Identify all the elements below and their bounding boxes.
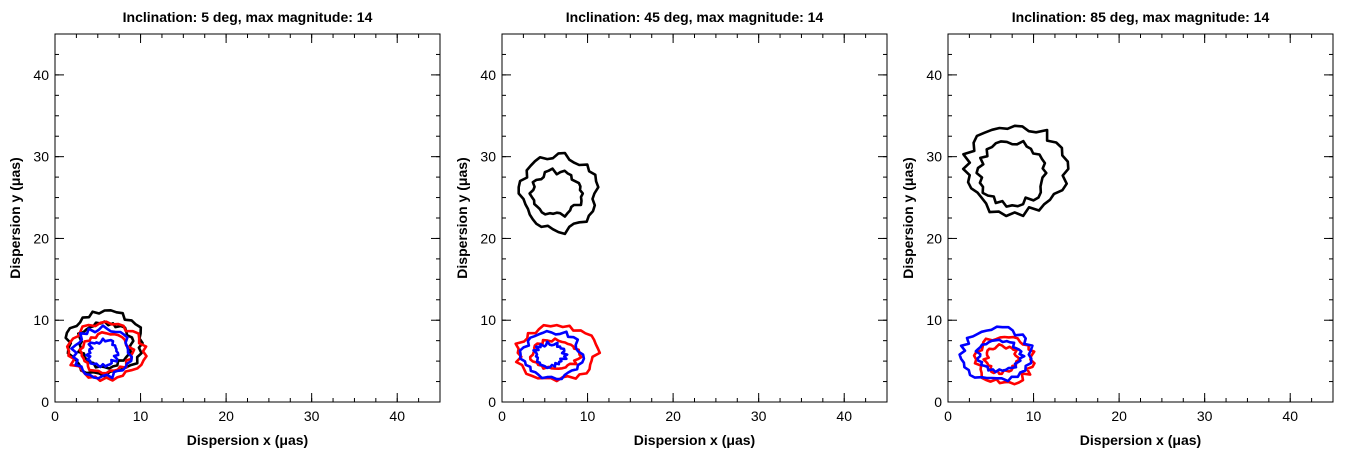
plot-frame bbox=[54, 33, 441, 403]
y-tick-label: 40 bbox=[33, 67, 49, 83]
blue-contour-outer bbox=[958, 325, 1034, 383]
y-tick-label: 40 bbox=[926, 67, 942, 83]
x-tick-label: 30 bbox=[304, 408, 320, 424]
red-contour-inner bbox=[982, 342, 1021, 376]
panel-2: 0 10 20 30 40 0 10 20 30 40 Inclination: 45 deg, m… bbox=[454, 9, 888, 448]
panel-3: 0 10 20 30 40 0 10 20 30 40 Inclination: 85 deg, m… bbox=[900, 9, 1334, 448]
x-axis-label: Dispersion x (μas) bbox=[1080, 432, 1201, 448]
x-tick-label: 10 bbox=[580, 408, 596, 424]
y-tick-label: 20 bbox=[33, 230, 49, 246]
y-axis-label: Dispersion y (μas) bbox=[900, 157, 916, 278]
x-axis-label: Dispersion x (μas) bbox=[634, 432, 755, 448]
red-contour-outer bbox=[65, 320, 148, 383]
y-tick-label: 0 bbox=[934, 394, 942, 410]
chart-title: Inclination: 45 deg, max magnitude: 14 bbox=[566, 9, 824, 25]
y-tick-label: 10 bbox=[926, 312, 942, 328]
chart-title: Inclination: 5 deg, max magnitude: 14 bbox=[123, 9, 373, 25]
x-tick-label: 20 bbox=[218, 408, 234, 424]
blue-contour-outer bbox=[70, 324, 134, 380]
red-contour-inner bbox=[528, 337, 583, 371]
black-contour-inner bbox=[77, 320, 135, 370]
x-tick-label: 40 bbox=[389, 408, 405, 424]
x-tick-label: 0 bbox=[498, 408, 506, 424]
black-contour-inner bbox=[528, 167, 585, 218]
red-contour-outer bbox=[514, 323, 602, 383]
x-tick-label: 20 bbox=[1111, 408, 1127, 424]
x-axis-label: Dispersion x (μas) bbox=[187, 432, 308, 448]
chart-title: Inclination: 85 deg, max magnitude: 14 bbox=[1012, 9, 1270, 25]
y-tick-label: 20 bbox=[926, 230, 942, 246]
y-tick-label: 20 bbox=[480, 230, 496, 246]
black-contour-inner bbox=[975, 139, 1048, 208]
blue-contour-inner bbox=[84, 337, 120, 369]
y-tick-label: 0 bbox=[488, 394, 496, 410]
y-tick-label: 30 bbox=[33, 149, 49, 165]
black-contour-outer bbox=[961, 124, 1070, 218]
x-tick-label: 40 bbox=[1282, 408, 1298, 424]
black-contour-outer bbox=[517, 151, 600, 236]
x-tick-label: 20 bbox=[665, 408, 681, 424]
x-tick-label: 30 bbox=[751, 408, 767, 424]
blue-contour-outer bbox=[518, 329, 586, 381]
red-contour-outer bbox=[972, 335, 1036, 386]
x-tick-label: 30 bbox=[1197, 408, 1213, 424]
y-tick-label: 30 bbox=[480, 149, 496, 165]
x-tick-label: 0 bbox=[944, 408, 952, 424]
y-tick-label: 40 bbox=[480, 67, 496, 83]
y-axis-label: Dispersion y (μas) bbox=[454, 157, 470, 278]
y-axis-label: Dispersion y (μas) bbox=[7, 157, 23, 278]
y-tick-label: 30 bbox=[926, 149, 942, 165]
panel-1: 0 10 20 30 40 0 10 20 30 40 Inclination: 5 deg, ma… bbox=[7, 9, 441, 448]
x-tick-label: 0 bbox=[51, 408, 59, 424]
blue-contour-inner bbox=[974, 338, 1026, 374]
x-tick-label: 10 bbox=[133, 408, 149, 424]
red-contour-inner bbox=[78, 330, 136, 375]
y-tick-label: 10 bbox=[480, 312, 496, 328]
blue-contour-inner bbox=[532, 340, 569, 370]
y-tick-label: 10 bbox=[33, 312, 49, 328]
y-tick-label: 0 bbox=[41, 394, 49, 410]
x-tick-label: 40 bbox=[836, 408, 852, 424]
x-tick-label: 10 bbox=[1026, 408, 1042, 424]
